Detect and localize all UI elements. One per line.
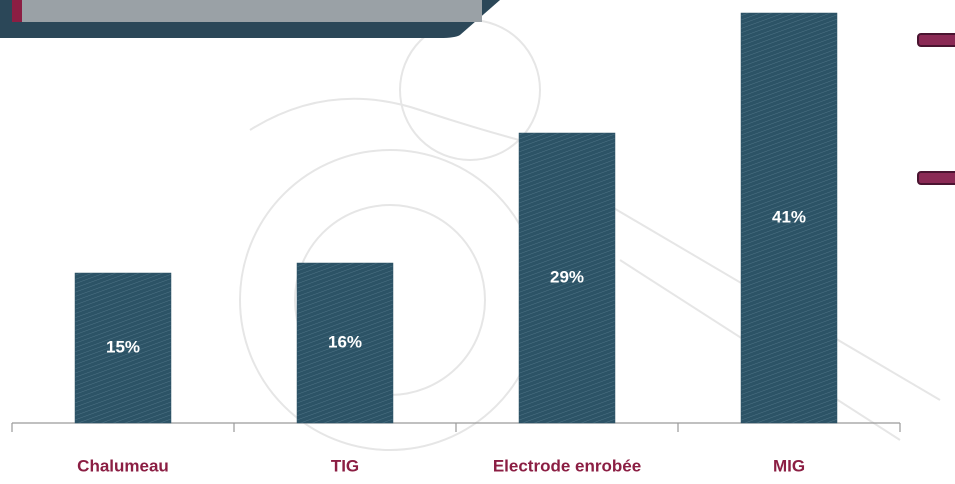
bar	[74, 272, 172, 424]
x-tick-label: Electrode enrobée	[493, 456, 641, 475]
x-axis	[11, 422, 901, 432]
bullet	[917, 33, 955, 47]
data-label: 16%	[328, 332, 362, 351]
photo-detail	[12, 0, 22, 22]
data-label: 41%	[772, 207, 806, 226]
bar	[740, 12, 838, 424]
x-tick-label: MIG	[773, 456, 805, 475]
bar	[518, 132, 616, 424]
x-tick-label: TIG	[331, 456, 359, 475]
x-tick-label: Chalumeau	[77, 456, 169, 475]
photo	[12, 0, 482, 22]
data-label: 15%	[106, 337, 140, 356]
bullet	[917, 171, 955, 185]
data-label: 29%	[550, 267, 584, 286]
bar	[296, 262, 394, 424]
